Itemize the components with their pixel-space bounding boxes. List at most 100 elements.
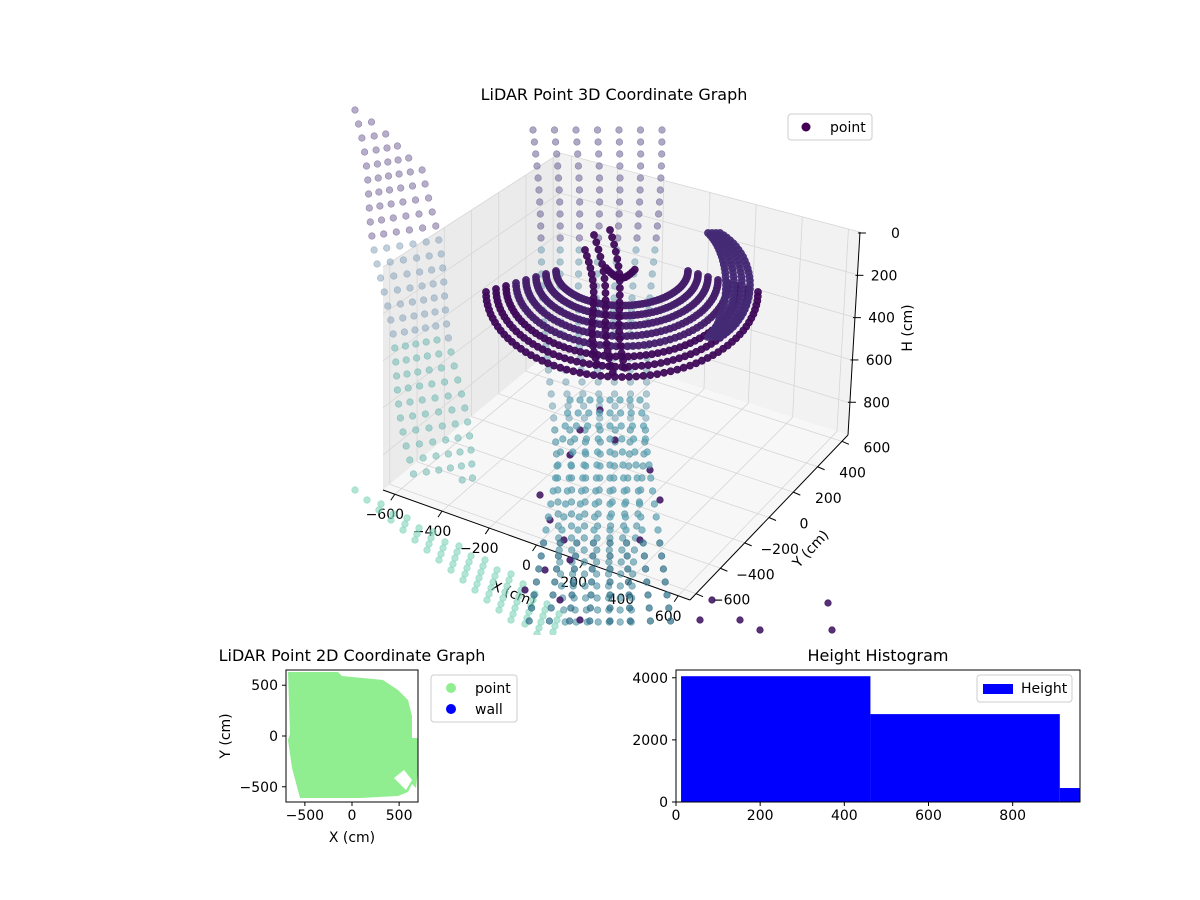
histogram-legend-swatch [983,684,1013,694]
lidar-point [468,460,476,468]
lidar-point [606,617,614,625]
lidar-point [648,270,656,278]
lidar-point [552,267,560,275]
lidar-point [401,520,409,528]
lidar-point [580,534,588,542]
lidar-point [601,289,610,297]
lidar-point [402,212,410,220]
lidar-point [631,258,639,266]
lidar-point [595,198,604,206]
lidar-point [736,616,744,624]
lidar-point [574,282,582,290]
lidar-point [561,500,570,508]
lidar-point [615,305,624,314]
lidar-point [627,409,635,417]
lidar-point [366,218,374,226]
histogram-legend-label: Height [1021,681,1068,697]
legend-3d[interactable]: point [787,113,873,141]
plot-2d-area[interactable] [285,669,419,803]
lidar-point [592,487,600,495]
lidar-point [537,258,546,266]
lidar-point [566,426,574,434]
lidar-point [437,364,446,372]
lidar-point [375,506,383,514]
lidar-point [450,362,458,370]
lidar-point [567,522,576,530]
lidar-point [605,546,613,554]
lidar-point [537,222,545,230]
lidar-point [617,422,625,430]
lidar-point [393,142,402,150]
lidar-point [640,552,649,560]
lidar-point [532,150,540,158]
lidar-point [704,333,712,341]
lidar-point [606,578,614,586]
lidar-point [595,422,603,430]
lidar-point [586,396,594,404]
lidar-point [439,264,447,272]
lidar-point [416,268,424,276]
lidar-point [637,361,646,370]
lidar-point [382,130,390,138]
lidar-point [606,448,614,456]
lidar-point [636,126,645,134]
lidar-point [535,186,543,194]
lidar-point [415,210,423,218]
lidar-point [638,526,646,534]
lidar-point [430,294,438,302]
lidar-point [448,406,456,414]
legend-wall-label: wall [475,702,503,718]
legend-2d[interactable]: point wall [430,674,518,723]
lidar-point [471,586,479,594]
lidar-point [606,500,614,508]
histogram-bar[interactable] [1059,788,1080,802]
lidar-point [586,604,595,612]
lidar-point [615,198,624,206]
lidar-point [374,174,382,182]
point-region-gap [394,770,412,790]
y-tick [841,440,850,445]
histogram-bar[interactable] [870,714,1060,802]
lidar-point [642,378,651,386]
lidar-point [519,580,527,588]
lidar-point [622,526,630,534]
lidar-point [549,628,557,635]
lidar-point [481,556,489,564]
lidar-point [579,474,587,482]
lidar-point [606,487,614,495]
lidar-point [636,174,645,182]
lidar-point [556,258,564,266]
lidar-point [658,126,666,134]
lidar-point [629,435,638,443]
x-tick [532,544,537,552]
lidar-point [567,461,575,469]
lidar-point [457,390,466,398]
lidar-point [593,546,601,554]
lidar-point [625,604,634,612]
lidar-point [563,390,571,398]
grid-line-y [525,370,818,468]
lidar-point [425,252,433,260]
lidar-point [614,262,623,271]
lidar-point [639,422,648,430]
lidar-point [403,270,411,278]
lidar-point [628,294,636,302]
histogram-bar[interactable] [681,676,871,802]
lidar-point [616,618,624,626]
lidar-point [613,255,622,263]
lidar-point [408,298,417,306]
lidar-point [537,246,545,254]
lidar-point [592,570,601,578]
lidar-point [444,334,453,342]
lidar-point [441,306,450,314]
lidar-point [575,186,584,194]
lidar-point [651,246,659,254]
lidar-point [618,435,626,443]
lidar-point [416,382,424,390]
y-tick [793,491,801,496]
z-tick-label: 400 [868,311,895,327]
legend-3d-frame [787,113,873,141]
lidar-point [429,528,437,536]
histogram-legend[interactable]: Height [976,674,1073,703]
